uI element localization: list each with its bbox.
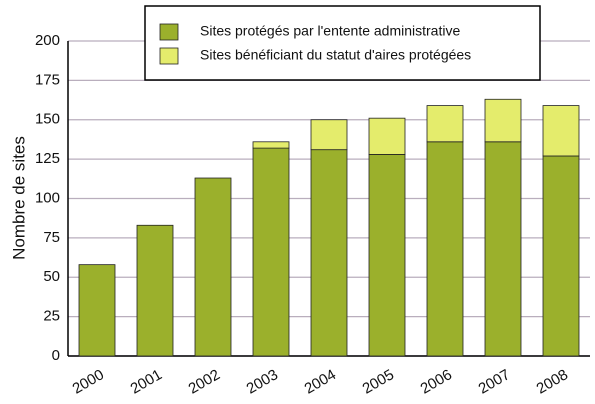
x-tick-label: 2008 (534, 366, 571, 397)
legend-swatch (159, 23, 179, 41)
bar-segment (194, 177, 232, 357)
x-tick-label: 2001 (128, 366, 165, 397)
y-tick-label: 100 (35, 189, 60, 206)
legend-swatch (159, 47, 179, 65)
y-tick-label: 200 (35, 32, 60, 49)
legend-label: Sites protégés par l'entente administrat… (200, 23, 460, 39)
y-tick-label: 125 (35, 150, 60, 167)
bar-segment (136, 224, 174, 357)
bar-segment (252, 141, 290, 149)
bar-segment (78, 264, 116, 357)
x-tick-label: 2005 (360, 366, 397, 397)
bar-segment (310, 149, 348, 357)
y-tick-label: 50 (43, 268, 60, 285)
x-tick-label: 2002 (186, 366, 223, 397)
y-tick-label: 25 (43, 308, 60, 325)
y-tick-label: 175 (35, 71, 60, 88)
legend-label: Sites bénéficiant du statut d'aires prot… (200, 47, 471, 63)
y-axis-label: Nombre de sites (9, 136, 28, 260)
y-tick-label: 75 (43, 229, 60, 246)
x-tick-label: 2003 (244, 366, 281, 397)
bar-segment (368, 117, 406, 155)
bar-segment (542, 105, 580, 157)
bar-segment (426, 105, 464, 143)
legend-box (144, 5, 541, 81)
x-tick-label: 2000 (70, 366, 107, 397)
bar-segment (310, 119, 348, 151)
bar-segment (426, 141, 464, 357)
y-tick-label: 0 (52, 347, 60, 364)
bar-segment (542, 155, 580, 357)
bar-segment (484, 141, 522, 357)
bar-segment (484, 98, 522, 143)
x-tick-label: 2006 (418, 366, 455, 397)
y-tick-label: 150 (35, 111, 60, 128)
x-tick-label: 2007 (476, 366, 513, 397)
x-tick-label: 2004 (302, 366, 339, 397)
bar-segment (252, 147, 290, 357)
bar-segment (368, 153, 406, 357)
